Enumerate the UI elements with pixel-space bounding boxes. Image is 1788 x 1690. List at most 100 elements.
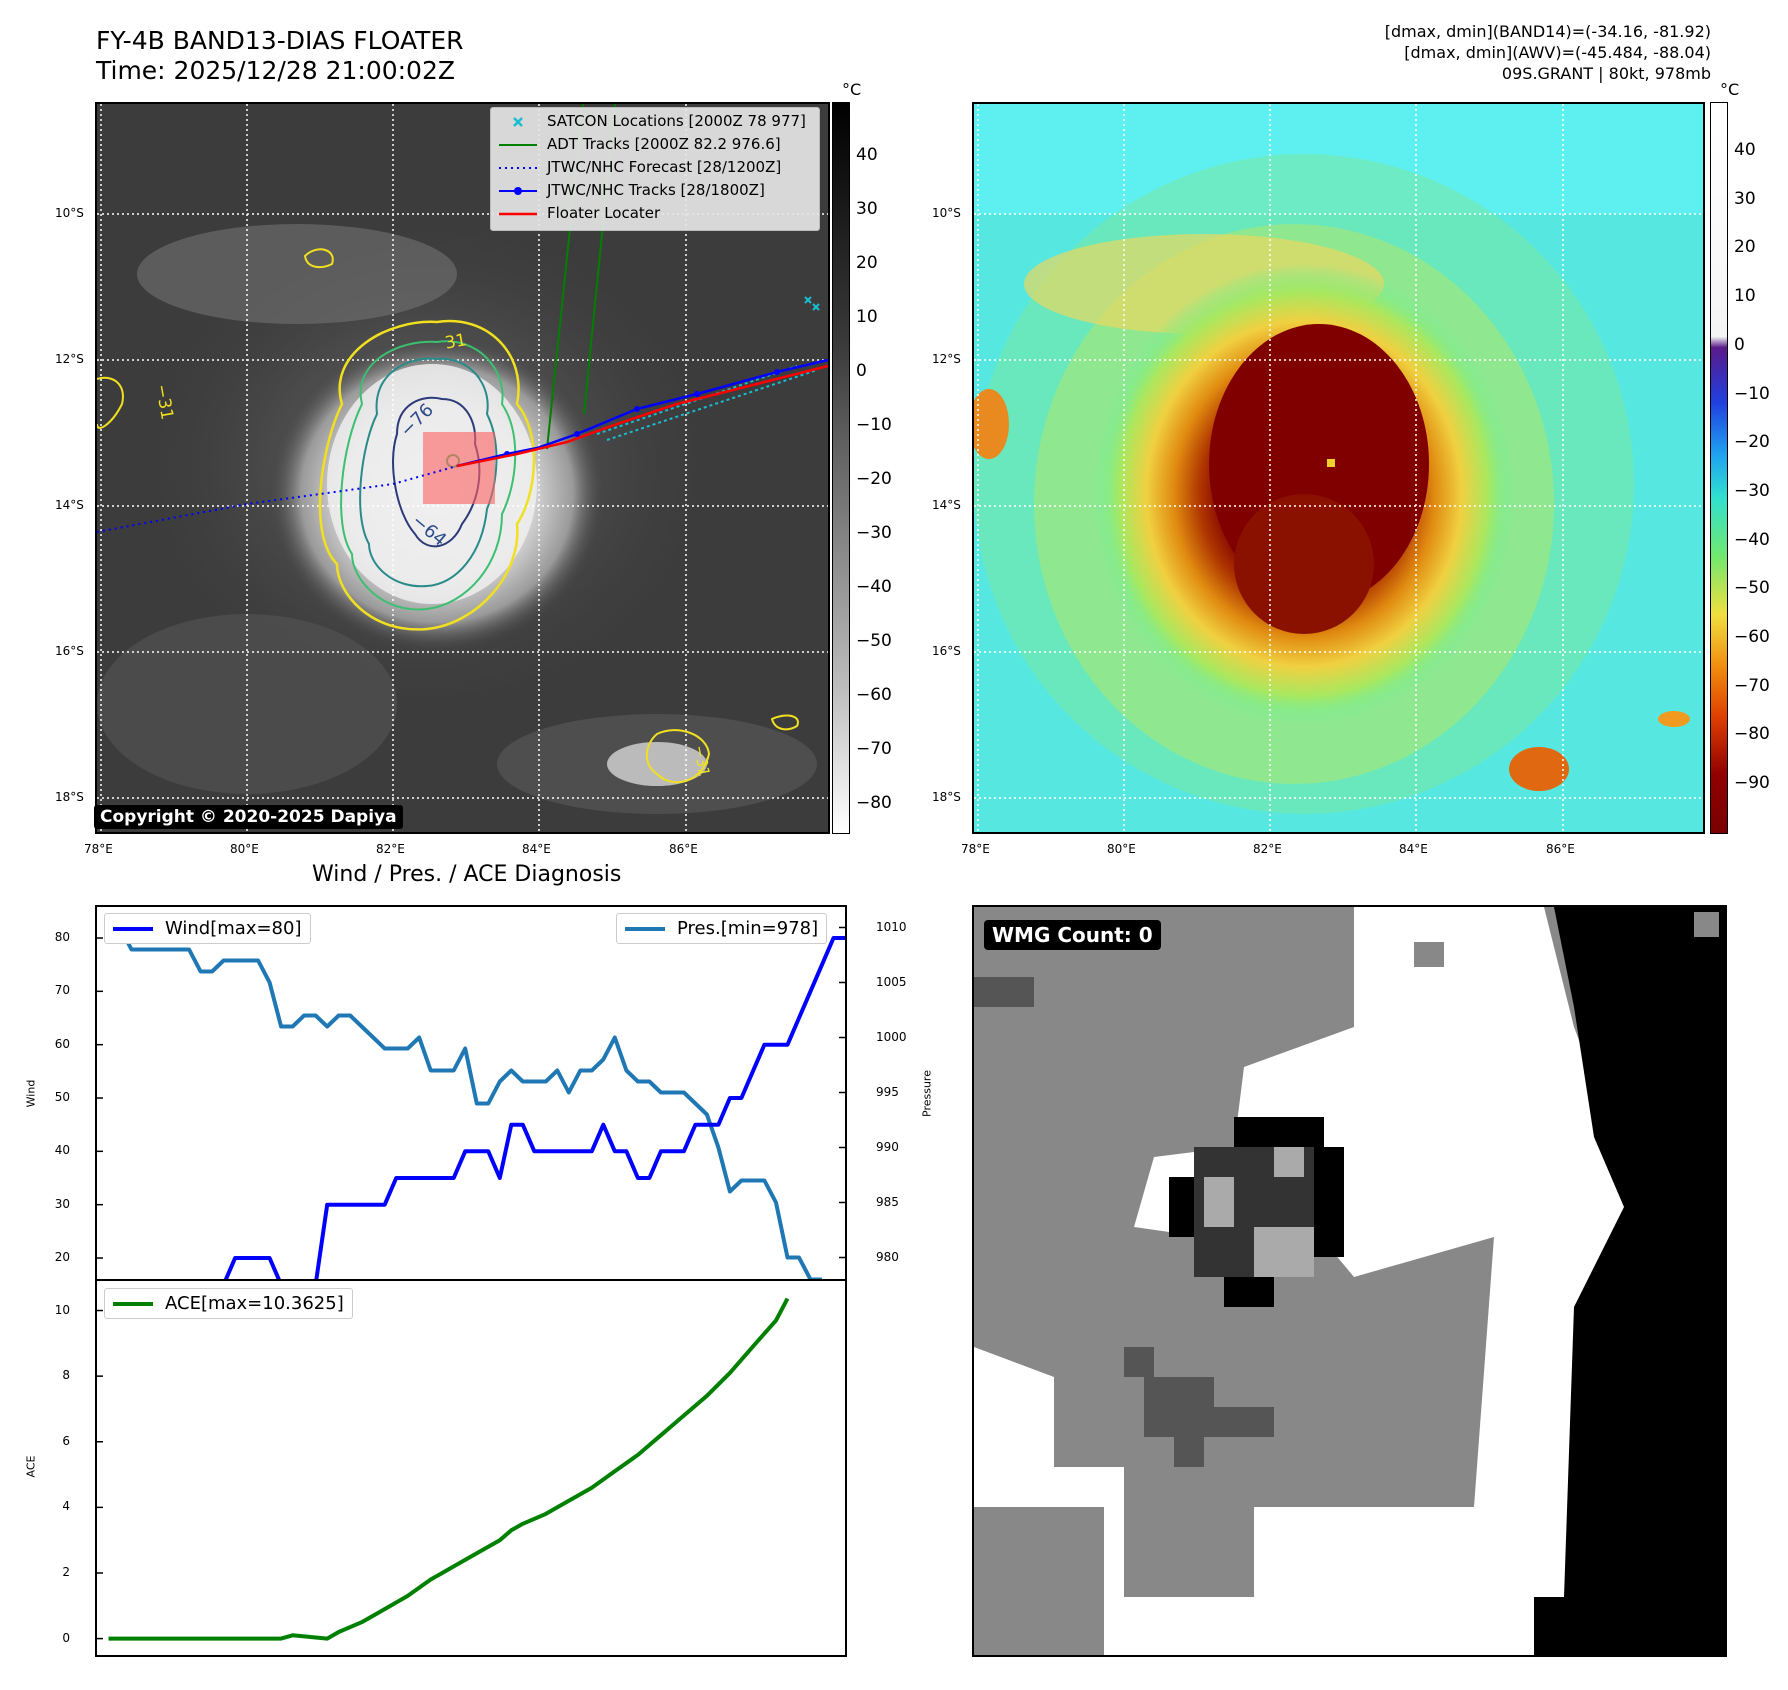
awv-colorbar bbox=[1710, 102, 1728, 834]
colorbar-tick-label: −60 bbox=[1734, 627, 1770, 647]
axis-tick-label: 80 bbox=[54, 930, 70, 944]
lat-label: 10°S bbox=[932, 206, 961, 220]
axis-tick-label: 40 bbox=[54, 1143, 70, 1158]
lon-label: 78°E bbox=[961, 842, 990, 856]
colorbar-tick-label: −10 bbox=[1734, 383, 1770, 404]
wind-series-line bbox=[223, 936, 845, 1279]
colorbar-tick-label: −50 bbox=[1734, 578, 1770, 599]
lon-label: 86°E bbox=[669, 842, 698, 856]
colorbar-tick-label: 40 bbox=[856, 145, 878, 165]
awv-map-panel bbox=[972, 102, 1705, 834]
ir-colorbar bbox=[832, 102, 850, 834]
axis-tick-label: 8 bbox=[62, 1368, 70, 1383]
x-marker-icon bbox=[499, 114, 537, 130]
lon-label: 86°E bbox=[1546, 842, 1575, 856]
lon-label: 82°E bbox=[376, 842, 405, 856]
lat-label: 16°S bbox=[55, 644, 84, 658]
colorbar-tick-label: 20 bbox=[1734, 237, 1756, 258]
figure-time: Time: 2025/12/28 21:00:02Z bbox=[96, 56, 455, 85]
colorbar-tick-label: 10 bbox=[856, 307, 878, 327]
colorbar-tick-label: −20 bbox=[1734, 432, 1770, 453]
axis-tick-label: 70 bbox=[54, 983, 70, 998]
axis-tick-label: 0 bbox=[62, 1630, 70, 1645]
lat-label: 12°S bbox=[932, 352, 961, 366]
pressure-series-line bbox=[108, 925, 822, 1279]
axis-tick-label: 985 bbox=[876, 1194, 899, 1209]
wind-legend: Wind[max=80] bbox=[104, 913, 311, 944]
lon-label: 80°E bbox=[230, 842, 259, 856]
colorbar-tick-label: −30 bbox=[856, 523, 892, 543]
colorbar-tick-label: −10 bbox=[856, 415, 892, 435]
colorbar-tick-label: 0 bbox=[1734, 334, 1745, 355]
colorbar-tick-label: 0 bbox=[856, 361, 867, 381]
colorbar-tick-label: −80 bbox=[1734, 724, 1770, 745]
info-awv: [dmax, dmin](AWV)=(-45.484, -88.04) bbox=[1404, 43, 1711, 62]
colorbar-tick-label: −70 bbox=[1734, 675, 1770, 696]
axis-tick-label: 2 bbox=[62, 1564, 70, 1579]
pres-legend-label: Pres.[min=978] bbox=[677, 918, 819, 939]
lon-label: 80°E bbox=[1107, 842, 1136, 856]
lat-label: 18°S bbox=[932, 790, 961, 804]
axis-tick-label: 60 bbox=[54, 1036, 70, 1051]
wind-pres-plot bbox=[95, 905, 847, 1281]
colorbar-tick-label: −80 bbox=[856, 793, 892, 813]
awv-colorbar-unit: °C bbox=[1720, 80, 1740, 99]
wind-pres-svg bbox=[97, 925, 845, 1279]
wmg-image bbox=[974, 907, 1725, 1655]
colorbar-tick-label: 30 bbox=[1734, 188, 1756, 209]
diagnosis-title: Wind / Pres. / ACE Diagnosis bbox=[312, 862, 622, 887]
axis-tick-label: 50 bbox=[54, 1090, 70, 1104]
lon-label: 84°E bbox=[522, 842, 551, 856]
axis-tick-label: 30 bbox=[54, 1196, 70, 1211]
colorbar-tick-label: 40 bbox=[1734, 140, 1756, 160]
lat-label: 14°S bbox=[932, 498, 961, 512]
wind-legend-label: Wind[max=80] bbox=[165, 918, 302, 939]
lon-label: 78°E bbox=[84, 842, 113, 856]
pres-axis-label: Pressure bbox=[920, 1070, 934, 1117]
line-icon bbox=[499, 137, 537, 153]
axis-tick-label: 980 bbox=[876, 1249, 899, 1264]
axis-tick-label: 995 bbox=[876, 1084, 899, 1099]
legend-label: ADT Tracks [2000Z 82.2 976.6] bbox=[547, 135, 781, 153]
ace-axis-label: ACE bbox=[24, 1455, 38, 1478]
legend-item-forecast: JTWC/NHC Forecast [28/1200Z] bbox=[499, 158, 781, 176]
legend-item-adt: ADT Tracks [2000Z 82.2 976.6] bbox=[499, 135, 781, 153]
colorbar-tick-label: 20 bbox=[856, 253, 878, 273]
line-icon bbox=[113, 1302, 153, 1306]
ace-svg bbox=[97, 1297, 790, 1641]
axis-tick-label: 1000 bbox=[876, 1029, 907, 1044]
wmg-count-badge: WMG Count: 0 bbox=[984, 920, 1161, 950]
legend-label: Floater Locater bbox=[547, 204, 661, 222]
axis-tick-label: 20 bbox=[54, 1250, 70, 1264]
ir-colorbar-unit: °C bbox=[842, 80, 862, 99]
pres-legend: Pres.[min=978] bbox=[616, 913, 828, 944]
colorbar-tick-label: −50 bbox=[856, 631, 892, 651]
colorbar-tick-label: −90 bbox=[1734, 773, 1770, 794]
figure-title: FY-4B BAND13-DIAS FLOATER bbox=[96, 26, 464, 55]
axis-tick-label: 990 bbox=[876, 1139, 899, 1154]
dotted-line-icon bbox=[499, 160, 537, 176]
colorbar-tick-label: 30 bbox=[856, 199, 878, 219]
lat-label: 14°S bbox=[55, 498, 84, 512]
colorbar-tick-label: −40 bbox=[1734, 529, 1770, 550]
lon-label: 82°E bbox=[1253, 842, 1282, 856]
line-icon bbox=[113, 927, 153, 931]
ace-plot bbox=[95, 1279, 847, 1657]
line-icon bbox=[625, 927, 665, 931]
ace-series-line bbox=[108, 1297, 790, 1641]
ir-legend: SATCON Locations [2000Z 78 977] ADT Trac… bbox=[490, 107, 820, 231]
colorbar-tick-label: −60 bbox=[856, 685, 892, 705]
wind-axis-label: Wind bbox=[24, 1079, 38, 1108]
lon-label: 84°E bbox=[1399, 842, 1428, 856]
legend-label: SATCON Locations [2000Z 78 977] bbox=[547, 112, 806, 130]
axis-tick-label: 1005 bbox=[876, 974, 907, 989]
lat-label: 12°S bbox=[55, 352, 84, 366]
axis-tick-label: 10 bbox=[54, 1302, 70, 1317]
colorbar-tick-label: 10 bbox=[1734, 286, 1756, 307]
colorbar-tick-label: −40 bbox=[856, 577, 892, 597]
wmg-panel bbox=[972, 905, 1727, 1657]
lat-label: 16°S bbox=[932, 644, 961, 658]
axis-tick-label: 6 bbox=[62, 1433, 70, 1448]
axis-tick-label: 1010 bbox=[876, 919, 907, 934]
legend-item-floater: Floater Locater bbox=[499, 204, 660, 222]
